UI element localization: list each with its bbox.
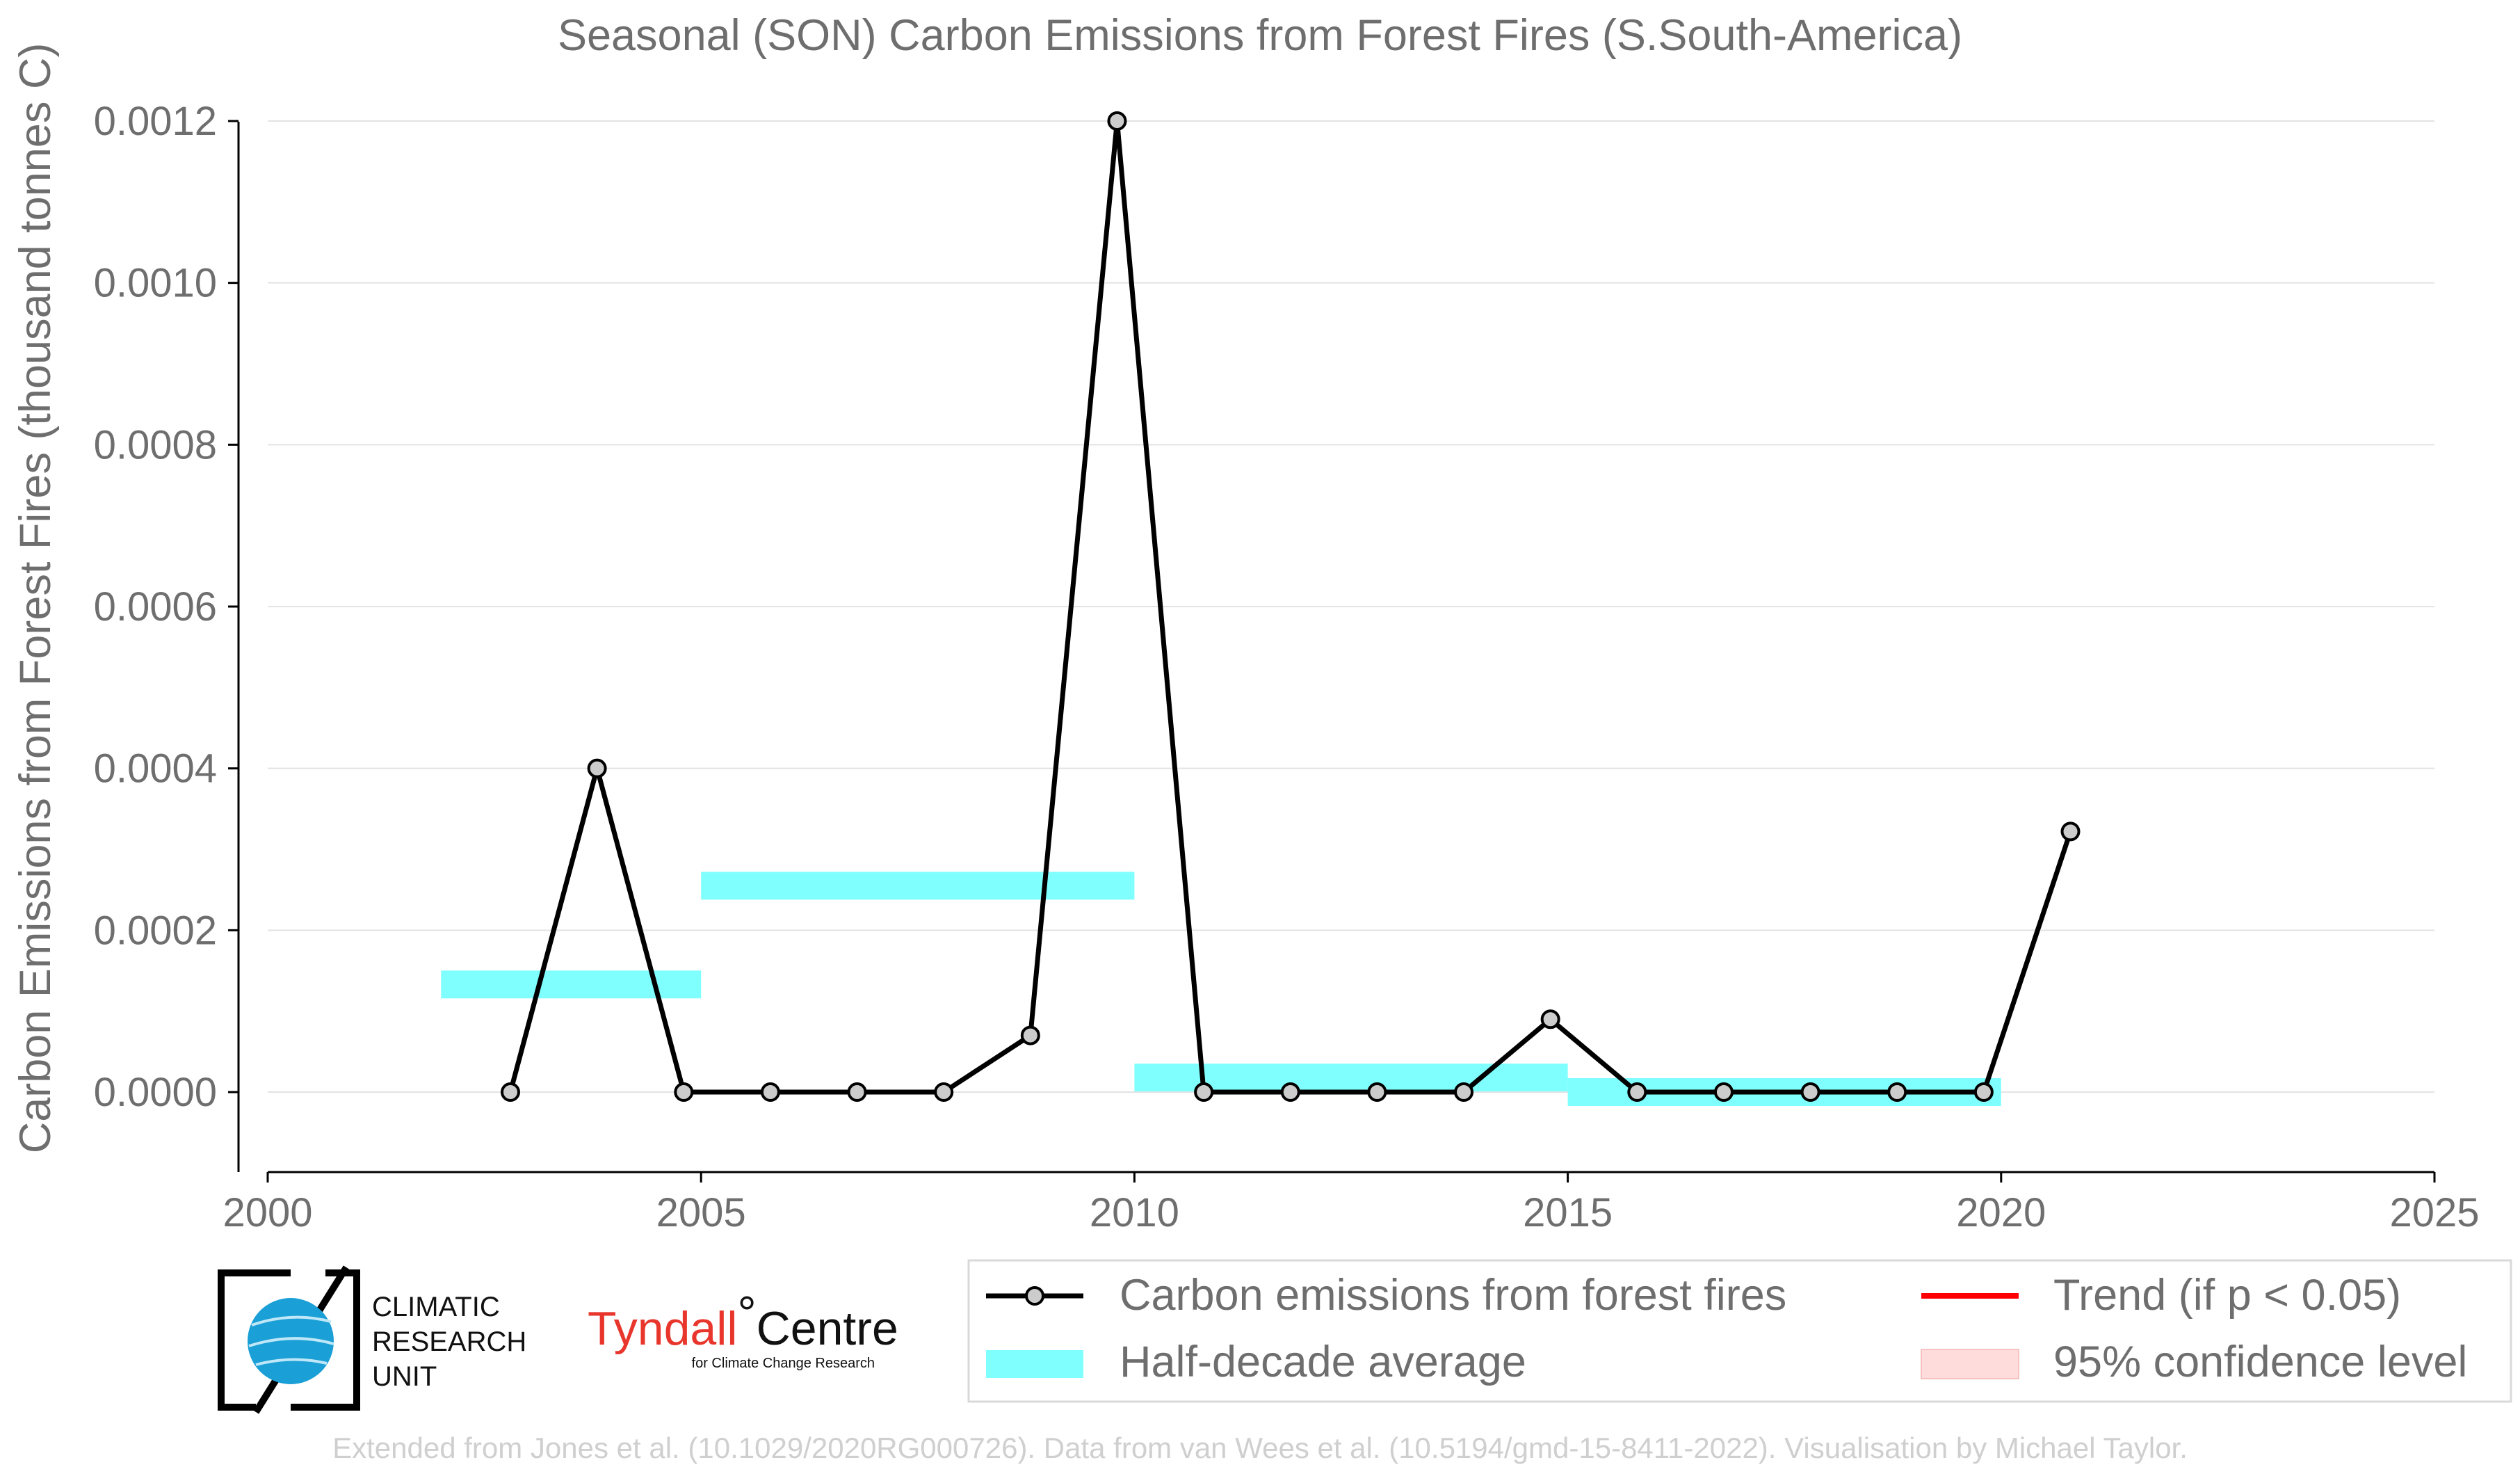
legend: Carbon emissions from forest fires Half-… bbox=[967, 1259, 2512, 1403]
data-point bbox=[500, 1082, 520, 1102]
x-tick-label: 2015 bbox=[1523, 1190, 1613, 1235]
data-point bbox=[1107, 111, 1127, 131]
tyndall-logo-subtitle: for Climate Change Research bbox=[692, 1356, 875, 1371]
data-point bbox=[1367, 1082, 1387, 1102]
legend-box bbox=[967, 1259, 2512, 1403]
legend-symbol-confidence bbox=[1921, 1349, 2019, 1379]
cru-logo-frame-left bbox=[218, 1269, 291, 1411]
x-ticks: 2000 2005 2010 2015 2020 2025 bbox=[223, 1172, 2480, 1235]
data-point bbox=[2060, 821, 2081, 842]
tyndall-logo-text: Tyndall°Centre bbox=[588, 1287, 898, 1355]
legend-label-emissions: Carbon emissions from forest fires bbox=[1120, 1271, 1786, 1320]
y-axis-label: Carbon Emissions from Forest Fires (thou… bbox=[11, 43, 60, 1154]
x-tick-label: 2025 bbox=[2389, 1190, 2479, 1235]
credit-text: Extended from Jones et al. (10.1029/2020… bbox=[332, 1432, 2188, 1464]
x-tick-label: 2000 bbox=[223, 1190, 312, 1235]
data-point bbox=[760, 1082, 780, 1102]
data-point bbox=[674, 1082, 694, 1102]
legend-label-trend: Trend (if p < 0.05) bbox=[2053, 1271, 2401, 1320]
y-tick-label: 0.0008 bbox=[94, 422, 217, 467]
legend-symbol-half-decade bbox=[986, 1350, 1083, 1378]
globe-lines bbox=[248, 1315, 334, 1366]
y-tick-label: 0.0010 bbox=[94, 261, 217, 306]
half-decade-band bbox=[441, 970, 702, 999]
legend-label-half-decade: Half-decade average bbox=[1120, 1338, 1526, 1386]
tyndall-logo: Tyndall°Centre for Climate Change Resear… bbox=[588, 1287, 898, 1371]
y-tick-label: 0.0012 bbox=[94, 99, 217, 144]
y-tick-label: 0.0002 bbox=[94, 908, 217, 953]
y-tick-label: 0.0006 bbox=[94, 584, 217, 630]
cru-logo-text-3: UNIT bbox=[372, 1361, 437, 1392]
chart-title: Seasonal (SON) Carbon Emissions from For… bbox=[558, 11, 1962, 60]
x-tick-label: 2005 bbox=[656, 1190, 746, 1235]
data-point bbox=[1454, 1082, 1474, 1102]
x-tick-label: 2020 bbox=[1956, 1190, 2046, 1235]
data-point bbox=[1887, 1082, 1907, 1102]
data-point bbox=[1020, 1025, 1040, 1045]
x-tick-label: 2010 bbox=[1090, 1190, 1179, 1235]
data-point bbox=[587, 758, 607, 778]
emissions-series bbox=[500, 111, 2081, 1102]
data-point bbox=[1627, 1082, 1647, 1102]
half-decade-average-bands bbox=[441, 872, 2001, 1106]
data-point bbox=[1280, 1082, 1300, 1102]
cru-logo-text-1: CLIMATIC bbox=[372, 1292, 500, 1322]
data-point bbox=[1973, 1082, 1994, 1102]
gridlines bbox=[268, 120, 2434, 1093]
y-ticks: 0.0000 0.0002 0.0004 0.0006 0.0008 0.0010 0.00… bbox=[94, 99, 239, 1115]
axes bbox=[237, 122, 2434, 1173]
cru-logo-text-2: RESEARCH bbox=[372, 1326, 526, 1357]
data-point bbox=[934, 1082, 954, 1102]
data-point bbox=[1800, 1082, 1820, 1102]
y-tick-label: 0.0000 bbox=[94, 1070, 217, 1115]
legend-symbol-emissions-marker bbox=[1025, 1286, 1044, 1306]
data-point bbox=[1540, 1009, 1560, 1029]
data-point bbox=[847, 1082, 867, 1102]
legend-label-confidence: 95% confidence level bbox=[2053, 1338, 2467, 1386]
cru-logo: CLIMATIC RESEARCH UNIT bbox=[218, 1265, 526, 1414]
data-point bbox=[1713, 1082, 1734, 1102]
y-tick-label: 0.0004 bbox=[94, 746, 217, 792]
half-decade-band bbox=[701, 872, 1135, 900]
data-point bbox=[1194, 1082, 1214, 1102]
